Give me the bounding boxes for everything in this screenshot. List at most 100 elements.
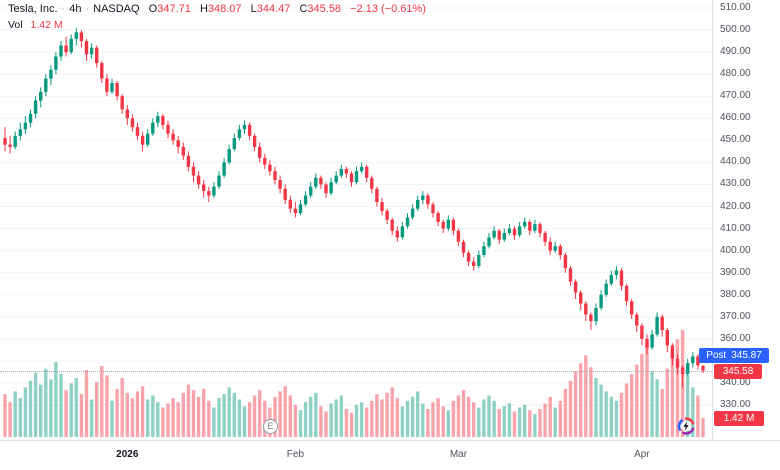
symbol-name[interactable]: Tesla, Inc. (8, 3, 58, 15)
candle-body (523, 221, 527, 227)
volume-bar (421, 403, 425, 437)
volume-row[interactable]: Vol 1.42 M (8, 18, 426, 33)
candle-body (579, 292, 583, 304)
candle-body (395, 230, 399, 238)
flash-icon[interactable] (676, 416, 696, 436)
volume-bar (619, 392, 624, 437)
candle-body (380, 202, 384, 211)
candle-body (400, 226, 405, 238)
volume-bar (670, 351, 675, 437)
high-label: H (199, 3, 208, 15)
volume-bar (665, 368, 669, 437)
volume-bar (309, 396, 313, 437)
interval-label[interactable]: 4h (69, 3, 82, 15)
volume-bar (528, 410, 532, 437)
price-tick-label: 500.00 (720, 24, 751, 36)
candle-body (589, 314, 593, 322)
candlestick-chart[interactable] (0, 0, 712, 440)
candle-body (385, 210, 389, 220)
candle-body (691, 356, 695, 364)
candle-body (100, 63, 104, 79)
candle-body (181, 146, 185, 156)
candle-body (247, 124, 252, 136)
candle-body (431, 204, 435, 214)
candle-body (446, 219, 450, 229)
volume-bar (151, 395, 155, 437)
volume-bar (426, 408, 430, 437)
candle-body (614, 270, 619, 275)
candle-body (528, 221, 532, 231)
candle-body (517, 226, 522, 236)
volume-bar (181, 392, 185, 437)
volume-bar (146, 399, 150, 437)
volume-bar (538, 408, 542, 437)
price-axis[interactable]: Post 345.87 345.58 1.42 M 510.00 500.00 49… (699, 0, 780, 440)
candle-body (645, 338, 649, 348)
candle-body (303, 195, 308, 205)
volume-bar (512, 411, 517, 437)
candle-body (344, 169, 349, 174)
volume-bar (23, 387, 28, 437)
candle-body (650, 334, 654, 348)
time-axis[interactable]: 2026 Feb Mar Apr (0, 440, 780, 470)
time-tick-label[interactable]: Mar (449, 449, 468, 460)
volume-bar (543, 403, 547, 437)
price-tick-label: 330.00 (720, 399, 751, 410)
volume-bar (252, 395, 257, 437)
candle-body (339, 169, 343, 176)
volume-bar (466, 396, 471, 437)
volume-bar (349, 412, 354, 437)
time-tick-label[interactable]: Feb (286, 449, 305, 460)
candle-body (405, 217, 410, 227)
volume-badge: 1.42 M (714, 411, 764, 426)
volume-bar (370, 400, 374, 437)
candle-body (696, 356, 700, 366)
volume-bar (100, 366, 104, 437)
candle-body (665, 330, 669, 346)
candle-body (115, 83, 119, 97)
candle-body (584, 303, 588, 315)
candle-body (166, 124, 170, 134)
candle-body (33, 100, 38, 114)
volume-bar (171, 398, 175, 437)
candle-body (309, 186, 313, 196)
candle-body (125, 109, 129, 119)
volume-bar (375, 394, 379, 437)
volume-bar (482, 399, 486, 437)
time-tick-label[interactable]: Apr (634, 449, 650, 460)
volume-bar (278, 391, 282, 437)
volume-bar (334, 399, 338, 437)
candle-body (263, 158, 267, 165)
time-tick-label[interactable]: 2026 (116, 449, 139, 460)
price-tick-label: 430.00 (720, 178, 751, 190)
candle-body (482, 246, 486, 255)
candle-body (686, 363, 690, 375)
volume-bar (120, 378, 124, 437)
separator: · (61, 3, 66, 15)
candle-body (18, 129, 22, 136)
candle-body (329, 182, 333, 194)
symbol-ohlc-row[interactable]: Tesla, Inc. · 4h · NASDAQ O347.71 H348.07 L3… (8, 2, 426, 17)
candle-body (441, 221, 445, 229)
volume-bar (130, 398, 135, 437)
close-label: C (299, 3, 308, 15)
volume-bar (110, 400, 114, 437)
volume-bar (487, 395, 491, 437)
candle-body (609, 274, 613, 284)
volume-bar (28, 380, 33, 437)
volume-bar (344, 408, 349, 437)
candle-body (217, 175, 221, 187)
candle-body (49, 69, 53, 79)
volume-bar (247, 402, 252, 437)
candle-body (28, 113, 33, 123)
volume-bar (461, 390, 466, 437)
candle-body (207, 191, 211, 196)
low-label: L (250, 3, 257, 15)
volume-bar (263, 400, 267, 437)
earnings-marker[interactable]: E (263, 419, 278, 434)
candle-body (461, 241, 466, 253)
candle-body (79, 32, 84, 42)
volume-bar (186, 384, 191, 437)
candle-body (543, 233, 547, 242)
candle-body (390, 219, 394, 231)
